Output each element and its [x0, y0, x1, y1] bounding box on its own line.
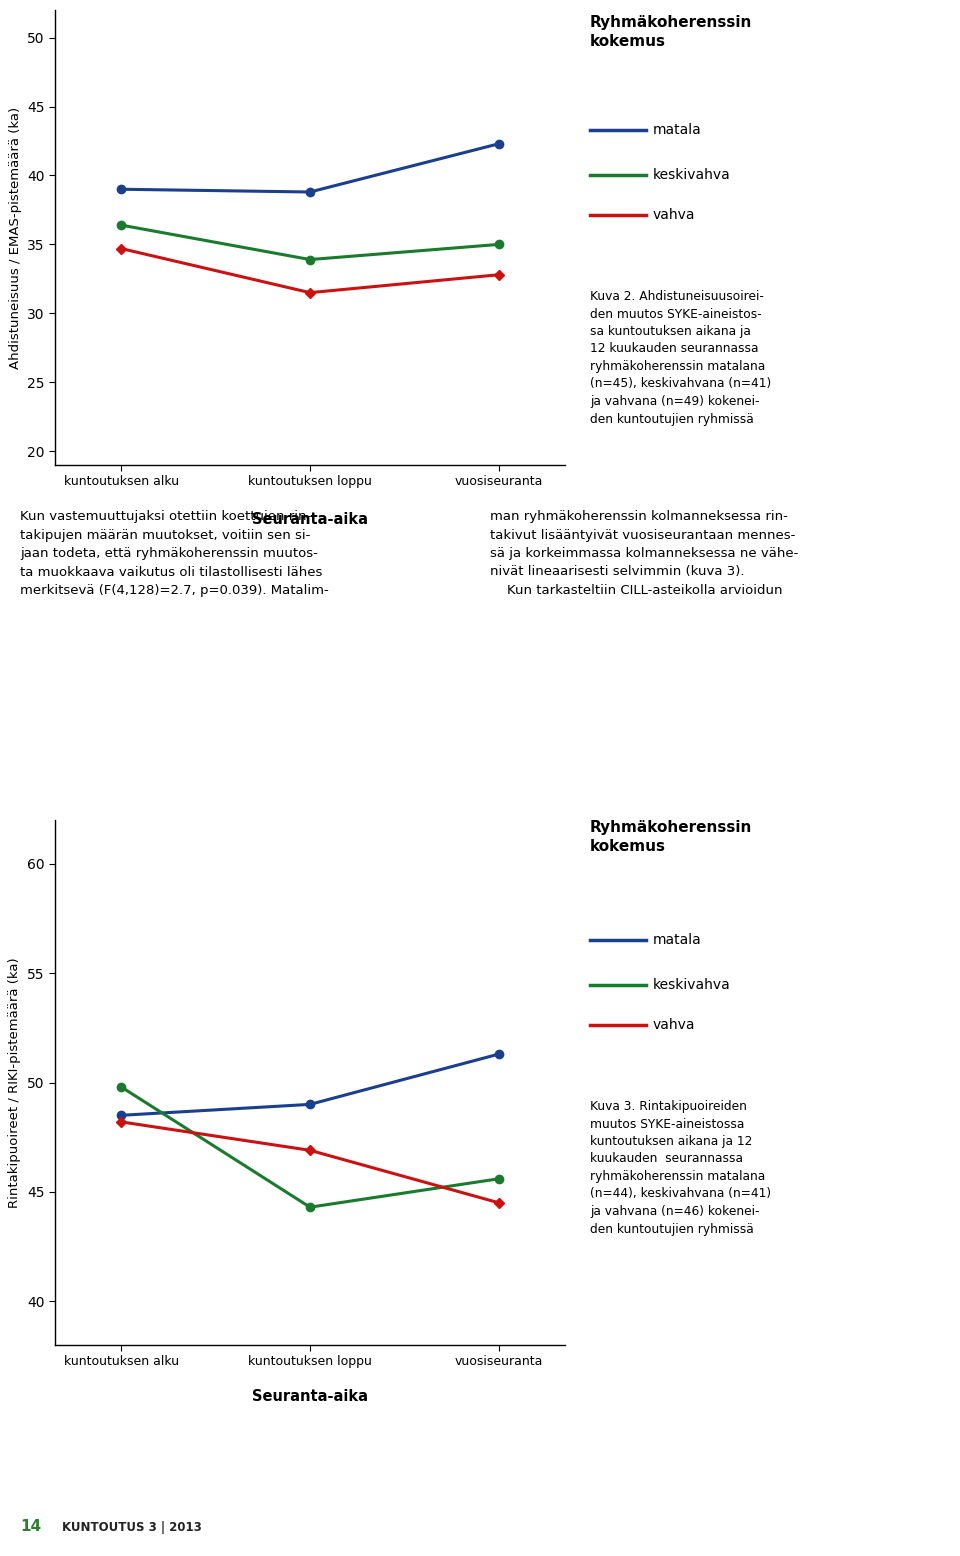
Text: KUNTOUTUS 3 | 2013: KUNTOUTUS 3 | 2013: [62, 1522, 202, 1534]
Y-axis label: Ahdistuneisuus / EMAS-pistemäärä (ka): Ahdistuneisuus / EMAS-pistemäärä (ka): [9, 106, 21, 369]
Text: 14: 14: [20, 1519, 41, 1534]
Y-axis label: Rintakipuoireet / RIKI-pistemäärä (ka): Rintakipuoireet / RIKI-pistemäärä (ka): [9, 957, 21, 1207]
Text: Seuranta-aika: Seuranta-aika: [252, 512, 368, 526]
Text: vahva: vahva: [653, 209, 695, 223]
Text: Kuva 2. Ahdistuneisuusoirei-
den muutos SYKE-aineistos-
sa kuntoutuksen aikana j: Kuva 2. Ahdistuneisuusoirei- den muutos …: [590, 289, 771, 425]
Text: man ryhmäkoherenssin kolmanneksessa rin-
takivut lisääntyivät vuosiseurantaan me: man ryhmäkoherenssin kolmanneksessa rin-…: [490, 510, 799, 598]
Text: Kuva 3. Rintakipuoireiden
muutos SYKE-aineistossa
kuntoutuksen aikana ja 12
kuuk: Kuva 3. Rintakipuoireiden muutos SYKE-ai…: [590, 1100, 771, 1235]
Text: vahva: vahva: [653, 1018, 695, 1032]
Text: keskivahva: keskivahva: [653, 979, 731, 993]
Text: Ryhmäkoherenssin
kokemus: Ryhmäkoherenssin kokemus: [590, 820, 753, 854]
Text: Ryhmäkoherenssin
kokemus: Ryhmäkoherenssin kokemus: [590, 16, 753, 48]
Text: Seuranta-aika: Seuranta-aika: [252, 1388, 368, 1404]
Text: matala: matala: [653, 123, 701, 137]
Text: matala: matala: [653, 934, 701, 948]
Text: keskivahva: keskivahva: [653, 168, 731, 182]
Text: Kun vastemuuttujaksi otettiin koettujen rin-
takipujen määrän muutokset, voitiin: Kun vastemuuttujaksi otettiin koettujen …: [20, 510, 328, 598]
